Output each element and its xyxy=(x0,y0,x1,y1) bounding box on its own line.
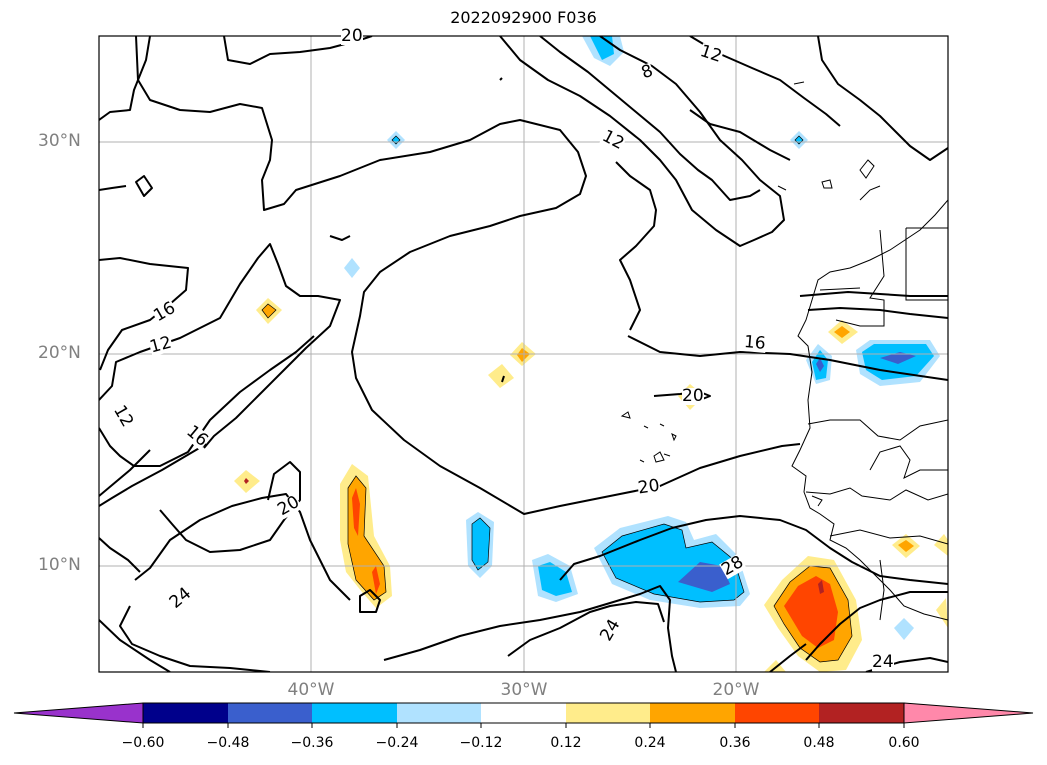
colorbar-over-arrow xyxy=(903,702,1034,724)
lon-label-30w: 30°W xyxy=(500,680,548,700)
lat-label-10n: 10°N xyxy=(38,555,81,575)
positive-anomaly-darkred xyxy=(244,478,824,594)
contour-label: 20 xyxy=(636,475,661,499)
colorbar-tick-label: 0.36 xyxy=(719,735,751,751)
colorbar-tick-label: −0.24 xyxy=(375,735,419,751)
lon-label-20w: 20°W xyxy=(712,680,760,700)
map-title: 2022092900 F036 xyxy=(450,8,597,27)
contour-label: 20 xyxy=(341,26,363,46)
contour-label: 16 xyxy=(743,332,767,354)
colorbar-tick-label: 0.48 xyxy=(803,735,835,751)
lat-label-30n: 30°N xyxy=(38,131,81,151)
map-frame xyxy=(98,35,949,673)
contours xyxy=(99,36,948,672)
colorbar-tick-label: −0.48 xyxy=(206,735,250,751)
colorbar xyxy=(13,702,1034,728)
colorbar-tick-label: −0.60 xyxy=(121,735,165,751)
contour-label: 20 xyxy=(682,386,704,406)
lon-label-40w: 40°W xyxy=(287,680,335,700)
colorbar-tick-label: 0.12 xyxy=(550,735,582,751)
colorbar-under-arrow xyxy=(13,702,144,724)
lat-label-20n: 20°N xyxy=(38,343,81,363)
colorbar-tick-label: −0.36 xyxy=(290,735,334,751)
positive-anomaly-red xyxy=(352,488,838,648)
colorbar-tick-label: −0.12 xyxy=(459,735,503,751)
contour-label: 24 xyxy=(872,652,894,672)
colorbar-tick-label: 0.24 xyxy=(634,735,666,751)
colorbar-tick-label: 0.60 xyxy=(888,735,920,751)
coastlines xyxy=(620,81,948,621)
negative-anomaly-strong xyxy=(678,352,916,592)
